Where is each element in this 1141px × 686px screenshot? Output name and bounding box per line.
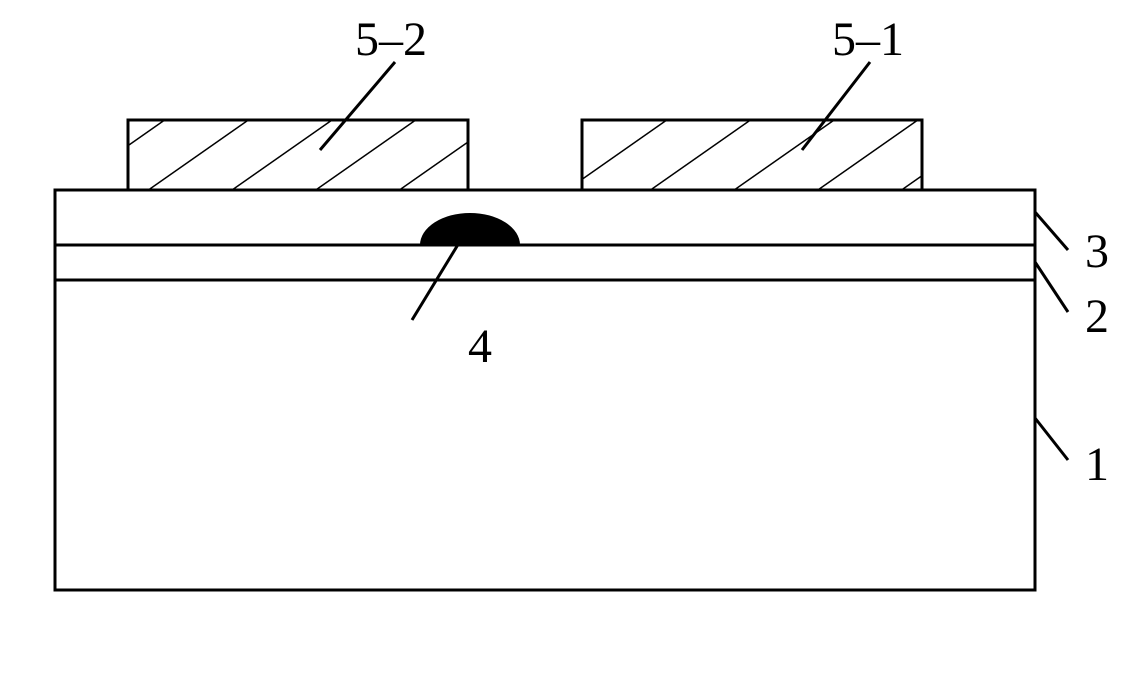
label-3: 3 — [1085, 225, 1109, 278]
label-2: 2 — [1085, 290, 1109, 343]
label-4: 4 — [468, 320, 492, 373]
label-5-2: 5–2 — [355, 13, 427, 66]
layer-2 — [55, 245, 1035, 280]
layer-substrate — [55, 280, 1035, 590]
layer-3 — [55, 190, 1035, 245]
label-1: 1 — [1085, 438, 1109, 491]
label-5-1: 5–1 — [832, 13, 904, 66]
